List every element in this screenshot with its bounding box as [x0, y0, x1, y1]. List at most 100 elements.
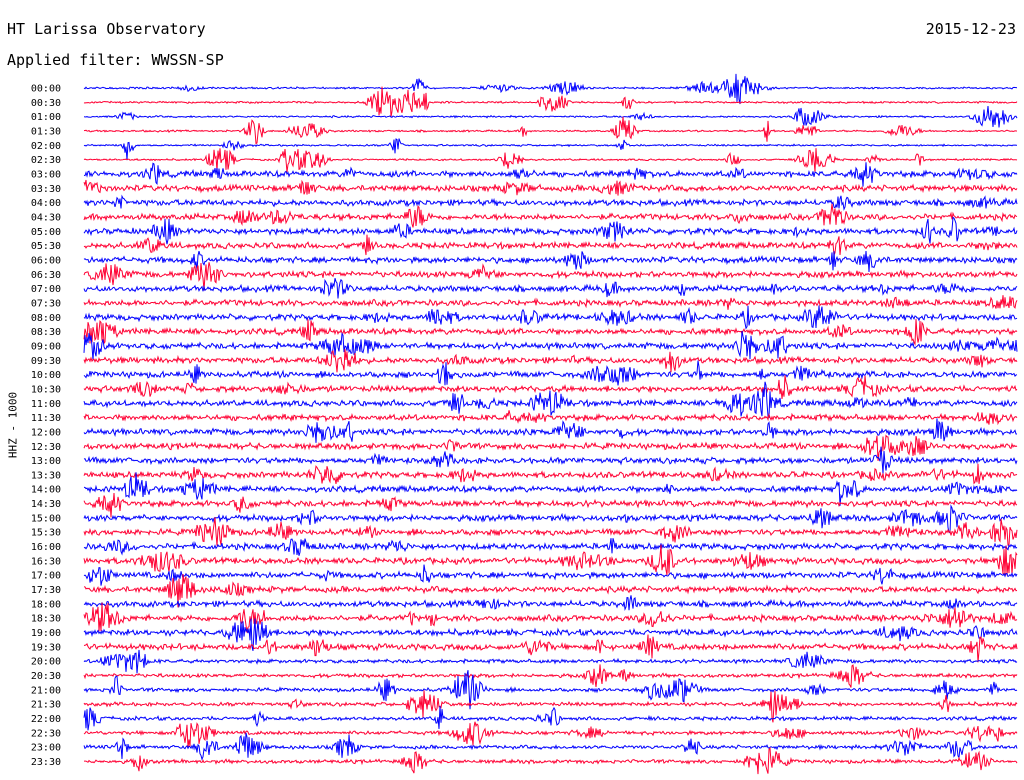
seismic-trace-1130: [83, 410, 1018, 426]
time-tick-label: 19:00: [31, 628, 61, 639]
seismic-trace-1830: [83, 602, 1018, 633]
time-tick-label: 14:30: [31, 499, 61, 510]
seismic-trace-0900: [83, 330, 1018, 361]
seismic-trace-2030: [83, 664, 1018, 688]
time-tick-label: 23:00: [31, 743, 61, 754]
time-tick-label: 09:30: [31, 356, 61, 367]
time-tick-label: 21:30: [31, 700, 61, 711]
seismic-trace-1930: [83, 634, 1018, 663]
time-tick-label: 14:00: [31, 485, 61, 496]
seismic-trace-0800: [83, 305, 1018, 330]
time-tick-label: 09:00: [31, 341, 61, 352]
time-tick-label: 05:30: [31, 241, 61, 252]
seismic-trace-1600: [83, 538, 1018, 556]
seismic-trace-0930: [83, 348, 1018, 373]
time-tick-label: 12:30: [31, 442, 61, 453]
time-tick-label: 05:00: [31, 227, 61, 238]
time-tick-label: 06:00: [31, 255, 61, 266]
time-tick-label: 16:00: [31, 542, 61, 553]
time-tick-label: 20:30: [31, 671, 61, 682]
seismic-trace-1630: [83, 544, 1018, 576]
seismic-trace-0630: [83, 262, 1018, 291]
time-tick-label: 18:00: [31, 599, 61, 610]
seismic-trace-1730: [83, 573, 1018, 608]
time-tick-label: 16:30: [31, 556, 61, 567]
time-tick-label: 11:00: [31, 399, 61, 410]
time-tick-label: 15:00: [31, 513, 61, 524]
seismic-trace-0300: [83, 162, 1018, 187]
seismic-trace-2300: [83, 732, 1018, 761]
time-tick-label: 20:00: [31, 657, 61, 668]
time-tick-label: 04:00: [31, 198, 61, 209]
time-tick-label: 12:00: [31, 427, 61, 438]
seismic-trace-1230: [83, 434, 1018, 461]
seismic-trace-0400: [83, 194, 1018, 211]
time-tick-label: 22:30: [31, 728, 61, 739]
time-tick-label: 04:30: [31, 212, 61, 223]
seismic-trace-2330: [84, 746, 1018, 775]
seismic-trace-0530: [83, 234, 1018, 257]
time-tick-label: 00:30: [31, 98, 61, 109]
filter-label: Applied filter: WWSSN-SP: [7, 51, 224, 69]
seismic-trace-0000: [83, 73, 1018, 105]
seismic-trace-1400: [83, 472, 1018, 506]
time-tick-label: 08:00: [31, 313, 61, 324]
seismic-trace-1530: [83, 517, 1018, 546]
time-tick-label: 03:00: [31, 169, 61, 180]
seismic-trace-0830: [83, 318, 1018, 346]
time-tick-label: 13:30: [31, 470, 61, 481]
time-tick-label: 02:30: [31, 155, 61, 166]
seismic-trace-1030: [83, 375, 1018, 399]
seismic-trace-2230: [83, 721, 1018, 748]
seismic-trace-0100: [83, 106, 1018, 128]
time-tick-label: 02:00: [31, 141, 61, 152]
seismic-trace-0500: [83, 216, 1018, 245]
seismic-trace-2200: [83, 705, 1018, 731]
time-tick-label: 19:30: [31, 642, 61, 653]
time-tick-label: 07:00: [31, 284, 61, 295]
time-tick-label: 15:30: [31, 528, 61, 539]
time-tick-label: 17:30: [31, 585, 61, 596]
seismic-trace-1500: [83, 504, 1018, 534]
seismic-trace-0030: [83, 86, 1018, 117]
time-tick-label: 17:00: [31, 571, 61, 582]
seismic-trace-0730: [83, 295, 1018, 310]
seismic-trace-1430: [83, 492, 1018, 518]
time-tick-label: 01:30: [31, 126, 61, 137]
seismic-trace-0200: [83, 138, 1018, 161]
seismic-trace-2130: [83, 690, 1018, 723]
station-title: HT Larissa Observatory: [7, 20, 206, 38]
seismic-trace-1000: [83, 360, 1018, 386]
seismic-trace-0600: [83, 250, 1018, 273]
date-label: 2015-12-23: [925, 20, 1016, 38]
time-tick-label: 21:00: [31, 685, 61, 696]
seismic-trace-0700: [83, 278, 1018, 299]
time-tick-label: 08:30: [31, 327, 61, 338]
seismic-trace-0330: [83, 179, 1018, 196]
seismic-trace-2100: [83, 670, 1018, 710]
time-tick-label: 07:30: [31, 298, 61, 309]
seismic-trace-1100: [83, 381, 1018, 419]
seismic-trace-0130: [83, 116, 1017, 145]
time-tick-label: 06:30: [31, 270, 61, 281]
seismic-trace-1800: [83, 595, 1018, 611]
time-tick-label: 22:00: [31, 714, 61, 725]
time-tick-label: 23:30: [31, 757, 61, 768]
seismic-trace-0430: [83, 203, 1018, 228]
seismic-trace-2000: [83, 649, 1018, 674]
time-tick-label: 18:30: [31, 614, 61, 625]
time-tick-label: 13:00: [31, 456, 61, 467]
time-tick-label: 01:00: [31, 112, 61, 123]
time-tick-label: 03:30: [31, 184, 61, 195]
seismic-trace-1200: [83, 418, 1017, 443]
seismic-trace-1700: [83, 564, 1018, 586]
time-tick-label: 10:00: [31, 370, 61, 381]
seismic-trace-1300: [83, 446, 1018, 474]
time-tick-label: 11:30: [31, 413, 61, 424]
seismic-trace-0230: [83, 148, 1018, 173]
time-tick-label: 00:00: [31, 84, 61, 95]
seismic-trace-1330: [83, 463, 1018, 485]
seismic-trace-1900: [83, 618, 1018, 652]
